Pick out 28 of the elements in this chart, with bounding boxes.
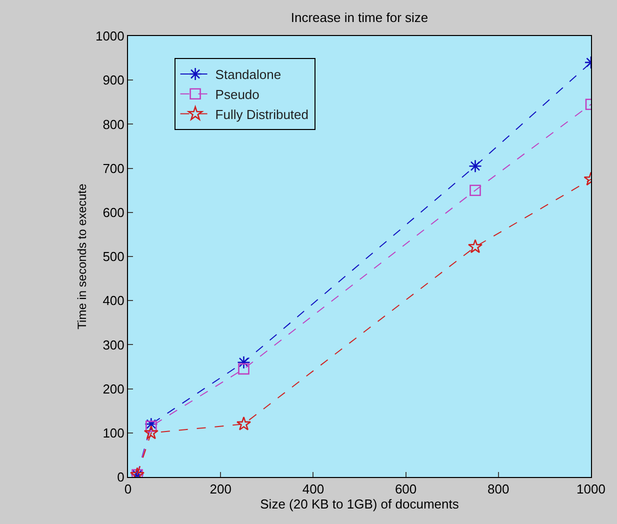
x-tick-label: 600 — [394, 482, 417, 497]
point — [237, 356, 250, 369]
x-axis-title: Size (20 KB to 1GB) of documents — [260, 496, 460, 512]
y-tick-label: 100 — [102, 425, 124, 440]
x-tick-label: 400 — [302, 482, 324, 497]
point — [238, 363, 250, 375]
y-tick-label: 800 — [102, 116, 124, 132]
x-tick-label: 200 — [210, 482, 232, 497]
y-tick-label: 500 — [102, 249, 124, 264]
y-axis-title: Time in seconds to execute — [74, 183, 89, 330]
point — [144, 425, 158, 440]
y-tick-label: 900 — [102, 72, 124, 88]
point — [236, 416, 252, 430]
y-tick-label: 700 — [102, 160, 124, 176]
x-tick-label: 1000 — [576, 482, 606, 497]
legend-label: Standalone — [215, 67, 282, 82]
y-tick-label: 600 — [102, 204, 124, 220]
y-tick-label: 200 — [102, 381, 124, 396]
point — [146, 420, 157, 432]
legend-label: Pseudo — [215, 86, 260, 102]
chart-title: Increase in time for size — [290, 10, 428, 26]
y-tick-label: 400 — [102, 293, 124, 308]
y-tick-label: 0 — [117, 470, 124, 485]
y-tick-label: 1000 — [95, 28, 124, 44]
y-tick-label: 300 — [102, 337, 124, 352]
x-tick-label: 800 — [488, 482, 510, 497]
point — [144, 417, 158, 431]
legend-label: Fully Distributed — [215, 106, 309, 122]
